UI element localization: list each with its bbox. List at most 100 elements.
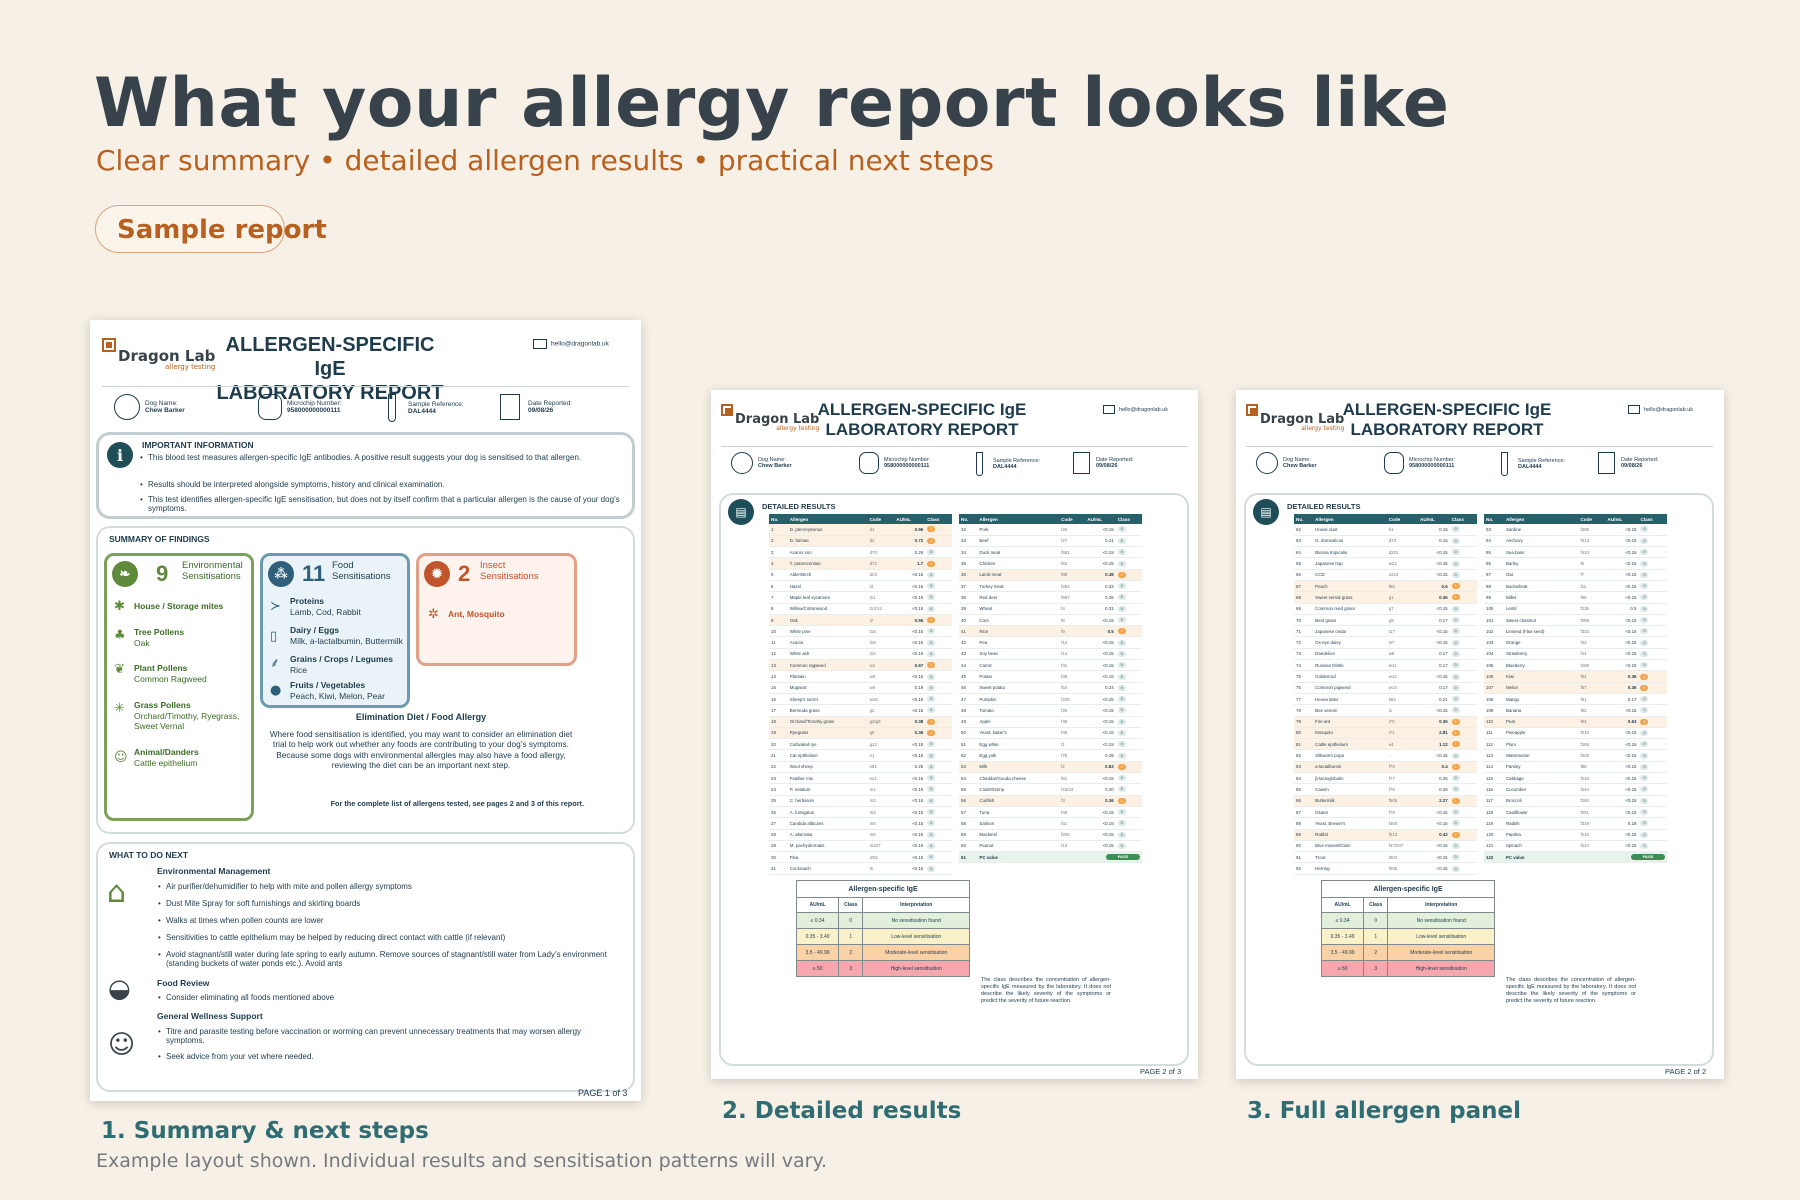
cell-class: 0: [1638, 636, 1667, 649]
cell-class: 0: [925, 682, 952, 694]
cell-class: 0: [1449, 817, 1477, 830]
class-badge: 0: [1640, 549, 1649, 556]
cell-allergen: Bent grass: [1313, 614, 1387, 627]
cell-allergen: Soy bean: [977, 648, 1060, 661]
table-row: 77 Hevea latex k82 0.21 0: [1294, 693, 1477, 706]
general-wellness-title: General Wellness Support: [157, 1011, 263, 1021]
cell-code: f206: [1059, 829, 1086, 841]
contact-email[interactable]: hello@dragonlab.uk: [533, 339, 609, 349]
cell-code: g7: [1386, 603, 1419, 615]
table-row: 54 Cheddar/Gouda cheese f81 <0.15 0: [959, 772, 1142, 785]
detailed-results-title: DETAILED RESULTS: [1287, 502, 1361, 511]
cell-code: e81: [867, 761, 895, 774]
cell-code: f84: [1578, 670, 1606, 683]
table-row: 56 Codfish f3 0.36 1: [959, 795, 1142, 807]
caption-detailed-results: 2. Detailed results: [722, 1098, 962, 1124]
microchip-field: Microchip Number: 958000000000111: [859, 452, 930, 474]
cell-class: 0: [1115, 772, 1142, 785]
cell-no: 45: [959, 670, 978, 683]
cell-code: ex1: [867, 772, 895, 785]
cell-no: 76: [1294, 682, 1314, 694]
class-badge: 0: [1117, 752, 1126, 759]
contact-email-text: hello@dragonlab.uk: [1644, 406, 1694, 413]
table-row: 83 a-lactalbumin f76 0.4 1: [1294, 761, 1477, 774]
class-badge: 0: [1451, 650, 1460, 657]
cell-class: 0: [1638, 817, 1667, 830]
cell-code: f291: [1578, 806, 1606, 819]
dog-name-label: Dog Name:: [1283, 457, 1311, 463]
class-badge: 0: [1451, 628, 1460, 635]
key-cell: ≥ 50: [795, 960, 840, 977]
key-cell: 0: [838, 912, 864, 929]
class-badge: 0: [1640, 831, 1649, 838]
food-label: Food Sensitisations: [332, 560, 391, 583]
table-row: 44 Carrot f31 <0.15 0: [959, 659, 1142, 672]
cell-class: 0: [925, 591, 952, 604]
cell-no: 61: [959, 851, 978, 864]
dog-name-value: Chew Barker: [758, 463, 792, 469]
contact-email[interactable]: hello@dragonlab.uk: [1103, 405, 1168, 414]
key-cell: Moderate-level sensitisation: [862, 944, 970, 961]
cell-class: 0: [1115, 693, 1142, 706]
cell-class: 0: [925, 829, 952, 841]
cell-allergen: Codfish: [977, 795, 1060, 807]
cell-class: 0: [1115, 535, 1142, 548]
contact-email[interactable]: hello@dragonlab.uk: [1628, 405, 1693, 414]
col-au: AU/mL: [1418, 514, 1450, 524]
cell-no: 41: [959, 625, 978, 638]
cell-class: 0: [1449, 603, 1477, 615]
cell-code: f288: [1578, 659, 1606, 672]
key-cell: ≥ 50: [1320, 960, 1365, 977]
header-divider: [102, 386, 629, 387]
cell-class: 0: [1449, 862, 1477, 875]
cell-allergen: Pumpkin: [977, 693, 1060, 706]
class-badge: 0: [1640, 560, 1649, 567]
cell-au: <0.15: [1085, 806, 1116, 819]
cell-class: 0: [1638, 557, 1667, 570]
cell-au: <0.15: [1605, 795, 1639, 807]
cell-no: 63: [1294, 535, 1314, 548]
microchip-label: Microchip Number:: [1409, 457, 1456, 463]
cell-class: 0: [925, 546, 952, 559]
cell-allergen: Rabbit: [1313, 829, 1387, 841]
cell-class: 1: [1115, 761, 1142, 774]
col-allergen: Allergen: [787, 514, 868, 524]
cell-no: 36: [959, 569, 978, 581]
key-cell: High-level sensitisation: [862, 960, 970, 977]
table-row: 92 Herring f205 <0.15 0: [1294, 862, 1477, 875]
cell-allergen: Blomia tropicalis: [1313, 546, 1387, 559]
cell-no: 72: [1294, 636, 1314, 649]
cell-au: 0.18: [1605, 817, 1639, 830]
key-header: Interpretation: [862, 897, 970, 913]
cell-code: m227: [867, 840, 895, 853]
report-title-line-1: ALLERGEN-SPECIFIC IgE: [1342, 400, 1552, 419]
cell-au: 0.55: [894, 614, 926, 627]
cell-code: f205: [1386, 862, 1419, 875]
cell-code: e4: [1386, 738, 1419, 751]
table-row: 107 Melon f87 0.36 1: [1484, 682, 1667, 694]
class-badge: 0: [927, 820, 936, 827]
table-row: 114 Parsley f86 <0.15 0: [1484, 761, 1667, 774]
cell-allergen: Mackerel: [977, 829, 1060, 841]
table-row: 68 Sweet vernal grass g1 0.36 1: [1294, 591, 1477, 604]
cell-allergen: Pear: [1503, 716, 1579, 728]
cell-au: <0.15: [1418, 840, 1450, 853]
cell-class: 1: [1638, 670, 1667, 683]
cell-class: 0: [925, 569, 952, 581]
cell-au: 0.15: [1418, 524, 1450, 536]
class-badge: 0: [927, 628, 936, 635]
cell-code: f45: [1059, 727, 1086, 740]
sample-report-badge[interactable]: Sample report: [95, 205, 327, 253]
col-no: No.: [769, 514, 788, 524]
food-item-detail: Lamb, Cod, Rabbit: [290, 606, 361, 617]
header-divider: [721, 446, 1188, 447]
table-row: 84 β-lactoglobulin f77 0.25 0: [1294, 772, 1477, 785]
cell-no: 110: [1484, 716, 1504, 728]
table-row: 7 Maple leaf sycamore t11 <0.15 0: [769, 591, 952, 604]
cell-allergen: Cat epithelium: [787, 749, 868, 762]
cell-no: 96: [1484, 557, 1504, 570]
cell-class: 1: [1449, 795, 1477, 807]
key-cell: ≤ 0.34: [795, 912, 840, 929]
cell-no: 120: [1484, 829, 1504, 841]
sample-reference-label: Sample Reference:: [408, 401, 464, 408]
